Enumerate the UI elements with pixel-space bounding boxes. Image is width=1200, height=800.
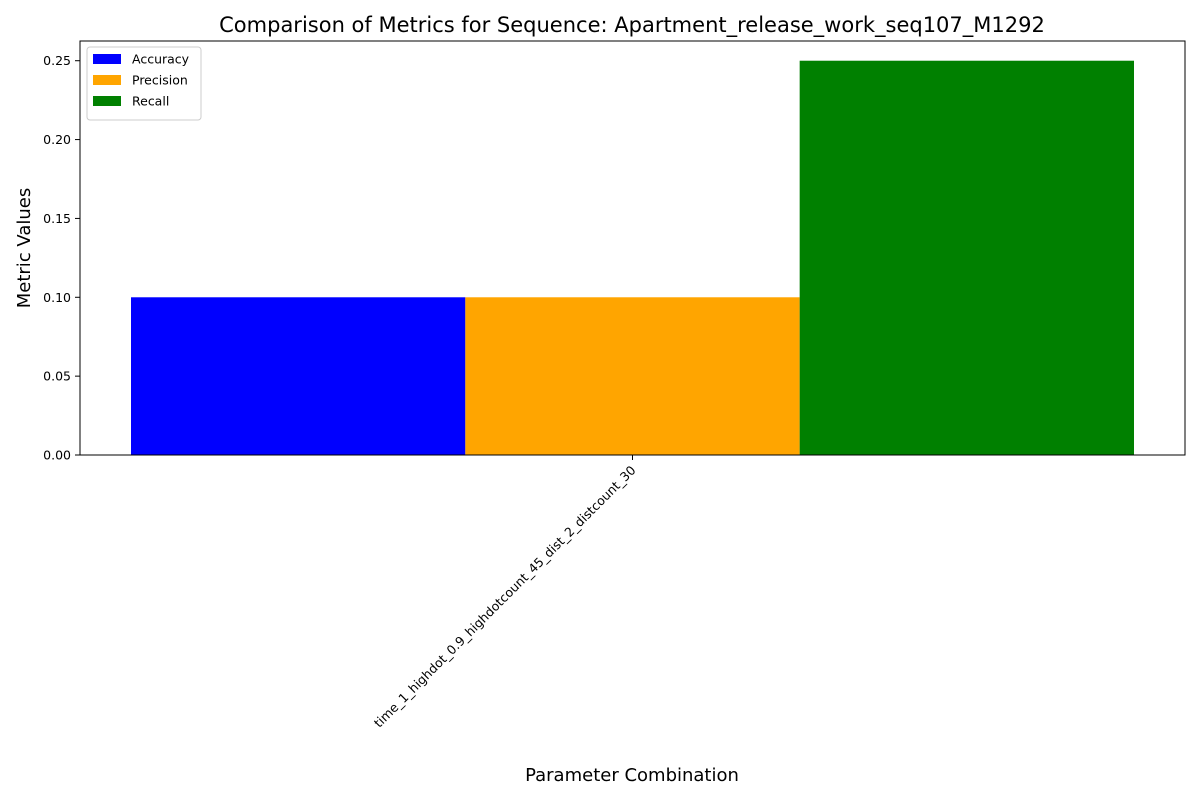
y-tick-label: 0.25 bbox=[43, 53, 71, 68]
bars-group bbox=[131, 60, 1134, 455]
y-axis-ticks: 0.00 0.05 0.10 0.15 0.20 0.25 bbox=[43, 53, 80, 463]
y-tick-label: 0.05 bbox=[43, 369, 71, 384]
legend-label-recall: Recall bbox=[132, 94, 169, 109]
legend-label-precision: Precision bbox=[132, 73, 188, 88]
legend-label-accuracy: Accuracy bbox=[132, 52, 190, 67]
legend-swatch-precision bbox=[93, 75, 121, 85]
x-axis-title: Parameter Combination bbox=[525, 765, 739, 786]
legend-swatch-recall bbox=[93, 96, 121, 106]
x-tick-label: time_1_highdot_0.9_highdotcount_45_dist_… bbox=[371, 462, 639, 730]
y-tick-label: 0.20 bbox=[43, 132, 71, 147]
plot-area-frame bbox=[79, 40, 1186, 456]
chart-title: Comparison of Metrics for Sequence: Apar… bbox=[219, 13, 1045, 38]
y-axis-title: Metric Values bbox=[14, 188, 35, 309]
y-tick-label: 0.10 bbox=[43, 290, 71, 305]
legend-swatch-accuracy bbox=[93, 54, 121, 64]
bar-precision-0 bbox=[465, 297, 800, 455]
bar-accuracy-0 bbox=[131, 297, 466, 455]
bar-recall-0 bbox=[799, 60, 1134, 455]
y-tick-label: 0.15 bbox=[43, 211, 71, 226]
legend: Accuracy Precision Recall bbox=[86, 46, 202, 121]
x-axis-ticks: time_1_highdot_0.9_highdotcount_45_dist_… bbox=[371, 455, 639, 730]
y-tick-label: 0.00 bbox=[43, 448, 71, 463]
